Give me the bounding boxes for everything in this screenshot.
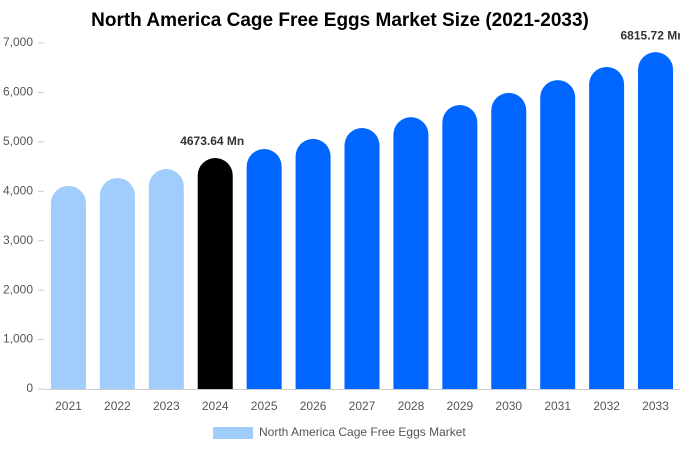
bar: [148, 169, 184, 389]
chart-title: North America Cage Free Eggs Market Size…: [91, 10, 589, 31]
legend-label: North America Cage Free Eggs Market: [259, 425, 466, 439]
y-tick-label: 2,000: [3, 282, 33, 296]
x-tick-label: 2024: [202, 399, 229, 413]
bar: [197, 157, 233, 389]
x-tick-label: 2022: [104, 399, 131, 413]
bar: [442, 105, 478, 389]
y-tick-label: 7,000: [3, 35, 33, 49]
x-tick-label: 2021: [55, 399, 82, 413]
bar: [344, 128, 380, 389]
bar: [246, 149, 282, 389]
bar: [638, 52, 674, 389]
x-tick-label: 2025: [251, 399, 278, 413]
x-tick-label: 2030: [495, 399, 522, 413]
x-tick-label: 2023: [153, 399, 180, 413]
bar: [393, 117, 429, 389]
bar: [295, 138, 331, 389]
x-tick-label: 2026: [300, 399, 327, 413]
y-tick-label: 3,000: [3, 233, 33, 247]
data-label: 4673.64 Mn: [180, 134, 244, 148]
y-tick-label: 6,000: [3, 85, 33, 99]
y-tick-label: 5,000: [3, 134, 33, 148]
bar: [589, 66, 625, 390]
data-label: 6815.72 Mn: [621, 28, 680, 42]
bar: [50, 185, 86, 389]
x-tick-label: 2031: [544, 399, 571, 413]
y-tick-label: 4,000: [3, 183, 33, 197]
x-tick-label: 2032: [593, 399, 620, 413]
x-tick-label: 2029: [446, 399, 473, 413]
x-tick-label: 2027: [349, 399, 376, 413]
x-tick-label: 2028: [398, 399, 425, 413]
legend-swatch: [213, 427, 253, 439]
bar: [491, 92, 527, 390]
y-tick-label: 1,000: [3, 332, 33, 346]
bar: [99, 177, 135, 389]
y-tick-label: 0: [26, 381, 33, 395]
x-tick-label: 2033: [642, 399, 669, 413]
bar: [540, 80, 576, 390]
